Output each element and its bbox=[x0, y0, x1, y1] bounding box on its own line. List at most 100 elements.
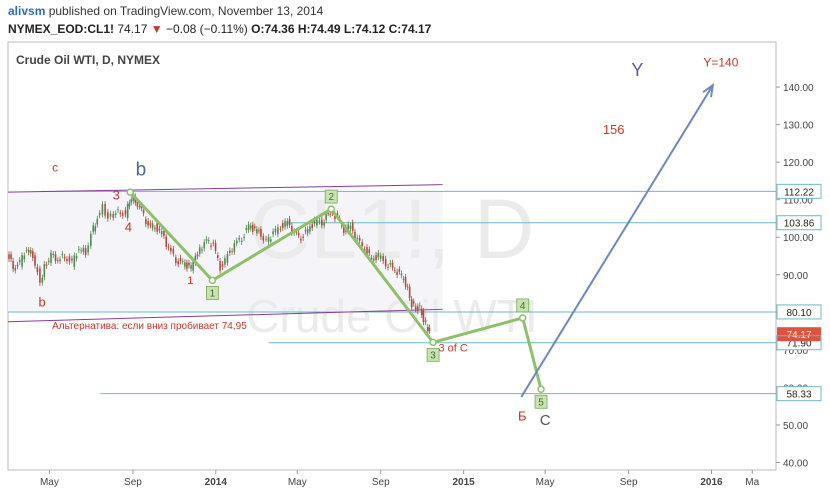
price-candle bbox=[50, 252, 52, 263]
price-candle bbox=[8, 254, 10, 259]
channel-box bbox=[8, 191, 443, 312]
price-candle bbox=[323, 222, 325, 226]
price-candle bbox=[147, 221, 149, 226]
price-candle bbox=[128, 202, 131, 207]
price-candle bbox=[154, 228, 156, 230]
y-tick-label: 90.00 bbox=[783, 271, 808, 282]
price-candle bbox=[304, 229, 307, 232]
level-price-outline bbox=[776, 304, 822, 320]
price-candle bbox=[354, 231, 356, 239]
wave-label: 2 bbox=[328, 192, 334, 203]
level-price-label: 71.90 bbox=[786, 339, 811, 350]
wave-point bbox=[537, 385, 545, 394]
price-candle bbox=[288, 218, 291, 225]
x-tick-label: May bbox=[40, 477, 59, 488]
price-candle bbox=[184, 262, 186, 267]
price-candle bbox=[404, 276, 407, 287]
wave-label: 5 bbox=[538, 397, 544, 408]
annotation-label: Y=140 bbox=[703, 55, 738, 69]
price-candle bbox=[251, 224, 254, 232]
y-tick-label: 120.00 bbox=[783, 158, 814, 169]
price-candle bbox=[179, 257, 182, 262]
wave-label: 4 bbox=[520, 301, 526, 312]
price-candle bbox=[427, 326, 429, 332]
price-candle bbox=[358, 238, 361, 241]
price-candle bbox=[233, 243, 236, 252]
publish-header: alivsm published on TradingView.com, Nov… bbox=[8, 4, 323, 18]
price-candle bbox=[295, 231, 298, 233]
price-candle bbox=[256, 229, 258, 234]
author-link[interactable]: alivsm bbox=[8, 4, 46, 18]
y-tick-label: 40.00 bbox=[783, 458, 808, 469]
price-candle bbox=[186, 262, 188, 269]
price-candle bbox=[274, 228, 277, 233]
price-candle bbox=[92, 225, 95, 232]
high-label: H: bbox=[297, 22, 311, 36]
price-candle bbox=[124, 210, 127, 215]
price-candle bbox=[417, 306, 419, 311]
price-candle bbox=[396, 271, 398, 275]
price-candle bbox=[309, 226, 311, 232]
symbol-header: NYMEX_EOD:CL1! 74.17 ▼ −0.08 (−0.11%) O:… bbox=[8, 22, 431, 36]
price-candle bbox=[29, 250, 32, 254]
x-tick-label: 2015 bbox=[453, 477, 476, 488]
x-tick-label: Sep bbox=[124, 477, 142, 488]
price-candle bbox=[379, 255, 382, 259]
price-candle bbox=[370, 258, 373, 260]
wave-label-box bbox=[516, 298, 530, 313]
down-arrow-icon: ▼ bbox=[150, 22, 163, 36]
price-candle bbox=[126, 204, 129, 219]
price-candle bbox=[420, 308, 423, 316]
level-price-label-box bbox=[777, 386, 821, 401]
price-candle bbox=[107, 212, 109, 219]
price-candle bbox=[71, 258, 73, 261]
close-label: C: bbox=[388, 22, 402, 36]
wave-point bbox=[126, 188, 134, 196]
price-candle bbox=[117, 209, 119, 211]
price-candle bbox=[377, 253, 380, 258]
level-price-label-box bbox=[777, 184, 821, 199]
publish-text: published on TradingView.com, November 1… bbox=[48, 4, 324, 18]
price-candle bbox=[181, 261, 184, 263]
price-candle bbox=[156, 222, 158, 232]
x-tick-label: Sep bbox=[620, 477, 638, 488]
price-candle bbox=[336, 213, 339, 216]
annotation-label: b bbox=[39, 295, 46, 310]
price-candle bbox=[136, 200, 139, 207]
annotation-label: Y bbox=[631, 60, 643, 80]
price-candle bbox=[318, 220, 321, 222]
watermark-name: Crude Oil WTI bbox=[246, 290, 537, 342]
annotation-label: 4 bbox=[125, 220, 132, 235]
price-candle bbox=[408, 286, 411, 298]
price-candle bbox=[329, 213, 332, 215]
x-tick-label: 2016 bbox=[700, 477, 723, 488]
price-candle bbox=[56, 260, 59, 262]
price-candle bbox=[402, 279, 405, 280]
price-candle bbox=[361, 242, 363, 246]
wave-label: 1 bbox=[210, 288, 216, 299]
price-candle bbox=[226, 254, 229, 263]
low-label: L: bbox=[343, 22, 356, 36]
price-candle bbox=[410, 299, 413, 308]
wave-path bbox=[129, 191, 543, 390]
price-candle bbox=[12, 260, 14, 270]
price-candle bbox=[214, 242, 217, 251]
wave-point bbox=[429, 338, 437, 347]
wave-label-box bbox=[534, 394, 548, 409]
price-candle bbox=[66, 258, 68, 262]
price-candle bbox=[190, 265, 192, 269]
price-candle bbox=[98, 213, 101, 216]
price-candle bbox=[394, 269, 396, 271]
price-candle bbox=[284, 221, 286, 227]
price-candle bbox=[428, 327, 431, 331]
price-candle bbox=[327, 213, 329, 215]
price-candle bbox=[188, 262, 190, 266]
price-candle bbox=[205, 238, 208, 241]
wave-point bbox=[518, 314, 527, 322]
x-tick-label: May bbox=[288, 477, 307, 488]
y-tick-label: 140.00 bbox=[783, 83, 814, 94]
price-candle bbox=[82, 247, 85, 252]
wave-label-box bbox=[324, 189, 338, 204]
level-price-outline bbox=[776, 386, 822, 402]
